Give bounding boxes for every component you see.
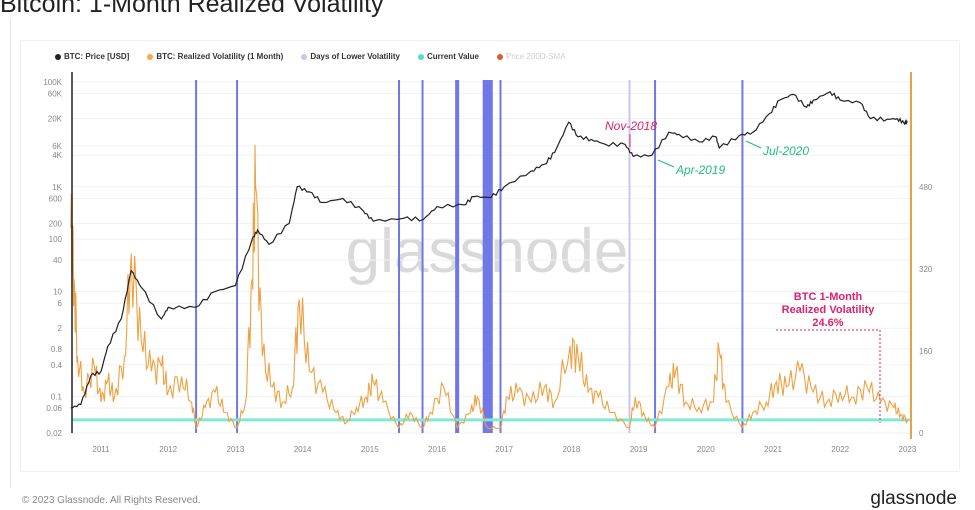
x-tick-label: 2019 (630, 445, 648, 454)
x-tick-label: 2022 (831, 445, 849, 454)
x-tick-label: 2016 (428, 445, 446, 454)
x-tick-label: 2021 (764, 445, 782, 454)
y-left-tick-label: 100 (49, 235, 63, 244)
x-tick-label: 2020 (697, 445, 715, 454)
current-value-callout: Realized Volatility (782, 304, 876, 316)
y-left-tick-label: 40 (53, 256, 62, 265)
y-left-tick-label: 10 (53, 288, 62, 297)
y-left-tick-label: 1K (52, 183, 62, 192)
y-right-tick-label: 320 (919, 265, 933, 274)
legend: BTC: Price [USD] BTC: Realized Volatilit… (55, 52, 566, 61)
x-tick-label: 2013 (227, 445, 245, 454)
legend-label: Current Value (426, 52, 479, 61)
y-left-tick-label: 4K (52, 151, 62, 160)
legend-dot-icon (301, 53, 308, 60)
y-left-tick-label: 0.06 (46, 404, 62, 413)
annotation-jul-2020: Jul-2020 (762, 144, 809, 158)
annotation-apr-2019: Apr-2019 (675, 163, 725, 177)
page-title: Bitcoin: 1-Month Realized Volatility (0, 0, 384, 18)
x-tick-label: 2018 (563, 445, 581, 454)
lower-volatility-band (455, 80, 460, 433)
legend-item-lower-volatility[interactable]: Days of Lower Volatility (301, 52, 400, 61)
current-value-line (72, 418, 910, 422)
chart-card (20, 40, 960, 472)
page-border (0, 18, 11, 488)
legend-item-current-value[interactable]: Current Value (417, 52, 479, 61)
y-left-tick-label: 100K (43, 78, 62, 87)
x-tick-label: 2012 (159, 445, 177, 454)
lower-volatility-band (398, 80, 401, 433)
annotation-nov-2018: Nov-2018 (605, 119, 657, 133)
legend-label: Price 200D-SMA (505, 52, 566, 61)
lower-volatility-band (628, 80, 631, 433)
lower-volatility-band (195, 80, 198, 433)
y-left-tick-label: 6 (58, 299, 63, 308)
y-left-tick-label: 2 (58, 324, 63, 333)
legend-dot-icon (496, 53, 503, 60)
y-left-tick-label: 0.4 (51, 361, 63, 370)
y-left-tick-label: 0.02 (46, 429, 62, 438)
arrow-icon (745, 140, 762, 149)
legend-item-price[interactable]: BTC: Price [USD] (55, 52, 129, 61)
y-left-tick-label: 600 (49, 194, 63, 203)
x-tick-label: 2017 (495, 445, 513, 454)
copyright: © 2023 Glassnode. All Rights Reserved. (22, 495, 201, 506)
arrow-icon (657, 159, 675, 168)
legend-item-sma[interactable]: Price 200D-SMA (496, 52, 566, 61)
x-tick-label: 2011 (92, 445, 110, 454)
legend-dot-icon (55, 53, 61, 60)
price-line (70, 91, 908, 409)
lower-volatility-band (482, 80, 493, 433)
y-right-tick-label: 160 (919, 347, 933, 356)
current-value-callout: BTC 1-Month (794, 291, 863, 303)
logo: glassnode (870, 488, 957, 509)
legend-label: BTC: Price [USD] (64, 52, 130, 61)
y-left-tick-label: 200 (49, 219, 63, 228)
legend-label: BTC: Realized Volatility (1 Month) (156, 52, 284, 61)
callout-leader (776, 329, 881, 423)
lower-volatility-band (741, 80, 744, 433)
legend-item-volatility[interactable]: BTC: Realized Volatility (1 Month) (147, 52, 283, 61)
lower-volatility-band (654, 80, 657, 433)
legend-label: Days of Lower Volatility (310, 52, 400, 61)
y-left-tick-label: 20K (48, 115, 63, 124)
volatility-line (70, 144, 908, 430)
y-left-tick-label: 6K (52, 142, 62, 151)
x-tick-label: 2014 (294, 445, 312, 454)
x-tick-label: 2023 (899, 445, 917, 454)
legend-dot-icon (147, 53, 154, 60)
legend-dot-icon (417, 53, 424, 60)
y-right-tick-label: 0 (919, 429, 924, 438)
x-tick-label: 2015 (361, 445, 379, 454)
lower-volatility-band (499, 80, 502, 433)
current-value-callout: 24.6% (812, 317, 843, 329)
lower-volatility-band (421, 80, 424, 433)
y-left-tick-label: 0.1 (51, 392, 63, 401)
y-left-tick-label: 60K (48, 90, 63, 99)
lower-volatility-band (236, 80, 239, 433)
y-right-tick-label: 480 (919, 183, 933, 192)
y-left-tick-label: 0.8 (51, 345, 63, 354)
